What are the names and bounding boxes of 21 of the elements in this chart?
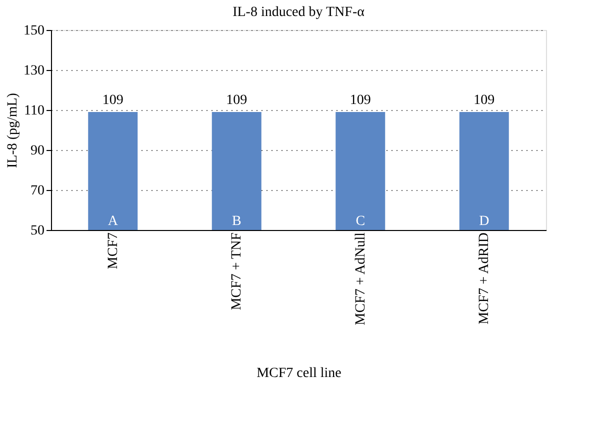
x-tick-label: MCF7: [106, 232, 121, 270]
data-label: 109: [102, 93, 124, 108]
data-label: 109: [350, 93, 371, 108]
y-tick-label: 70: [30, 184, 44, 198]
x-tick-label: MCF7 + AdNull: [353, 232, 368, 326]
x-tick-label: MCF7 + TNF: [230, 232, 245, 310]
chart-title: IL-8 induced by TNF-α: [232, 5, 366, 20]
annotation: A: [108, 214, 119, 229]
annotation: C: [356, 214, 366, 229]
data-label: 109: [226, 93, 248, 108]
y-tick-label: 150: [24, 24, 44, 38]
x-axis-title: MCF7 cell line: [256, 366, 342, 381]
y-tick-label: 90: [30, 144, 44, 158]
y-tick-label: 110: [24, 104, 44, 118]
annotation: D: [479, 214, 490, 229]
x-tick-label: MCF7 + AdRID: [477, 232, 492, 324]
y-tick-label: 50: [30, 224, 44, 238]
annotation: B: [232, 214, 242, 229]
y-axis-title: IL-8 (pg/mL): [6, 92, 20, 168]
y-tick-label: 130: [24, 64, 44, 78]
data-label: 109: [474, 93, 495, 108]
